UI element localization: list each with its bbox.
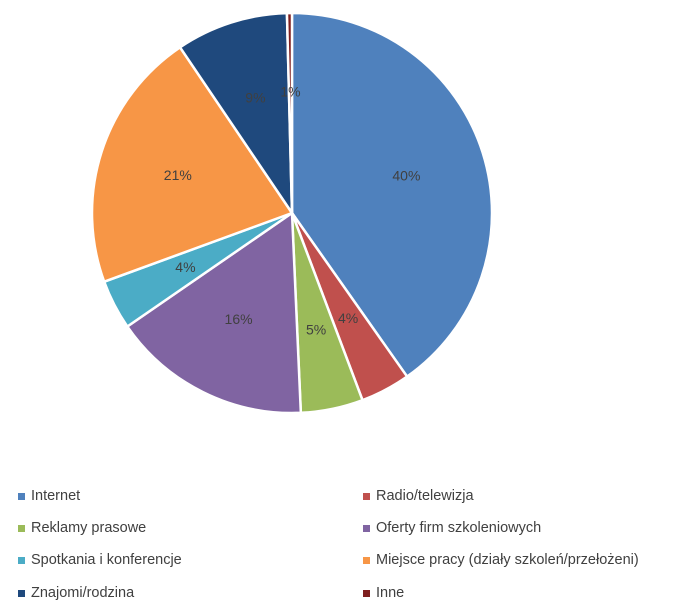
chart-legend: Internet Radio/telewizja Reklamy prasowe Of… [0, 480, 690, 606]
legend-swatch [18, 524, 25, 532]
pie-slice-oferty-firm-szkoleniowych [125, 210, 303, 415]
pie-data-labels: 40% 4% 5% 16% 4% 21% 9% 1% [164, 84, 421, 338]
legend-item-inne: Inne [363, 583, 404, 603]
legend-item-radio-telewizja: Radio/telewizja [363, 486, 474, 506]
legend-label: Inne [376, 585, 405, 601]
data-label-oferty-firm-szkoleniowych: 16% [225, 311, 253, 327]
data-label-znajomi-rodzina: 9% [245, 89, 265, 105]
pie-chart: 40% 4% 5% 16% 4% 21% 9% 1% [90, 11, 494, 415]
legend-swatch [363, 589, 370, 597]
legend-label: Reklamy prasowe [31, 520, 147, 536]
legend-swatch [18, 556, 25, 564]
legend-item-internet: Internet [18, 486, 80, 506]
legend-swatch [18, 589, 25, 597]
legend-item-spotkania-i-konferencje: Spotkania i konferencje [18, 550, 182, 570]
legend-label: Radio/telewizja [376, 488, 474, 504]
legend-swatch [18, 492, 25, 500]
legend-item-miejsce-pracy-dzialy-szkolen-przelozeni: Miejsce pracy (działy szkoleń/przełożeni… [363, 550, 639, 570]
pie-slice-inne [285, 11, 294, 214]
data-label-spotkania-i-konferencje: 4% [175, 259, 195, 275]
legend-swatch [363, 556, 370, 564]
legend-swatch [363, 524, 370, 532]
legend-label: Miejsce pracy (działy szkoleń/przełożeni… [376, 552, 639, 568]
data-label-miejsce-pracy-dzialy-szkolen-przelozeni: 21% [164, 167, 192, 183]
legend-item-znajomi-rodzina: Znajomi/rodzina [18, 583, 134, 603]
pie-slice-znajomi-rodzina [178, 11, 294, 218]
pie-slice-internet [290, 11, 494, 379]
legend-swatch [363, 492, 370, 500]
data-label-reklamy-prasowe: 5% [306, 321, 326, 337]
legend-label: Oferty firm szkoleniowych [376, 520, 542, 536]
legend-label: Spotkania i konferencje [31, 552, 182, 568]
data-label-radio-telewizja: 4% [338, 310, 358, 326]
pie-slices [90, 11, 494, 415]
legend-item-oferty-firm-szkoleniowych: Oferty firm szkoleniowych [363, 518, 541, 538]
data-label-inne: 1% [280, 84, 300, 100]
legend-label: Znajomi/rodzina [31, 585, 135, 601]
legend-item-reklamy-prasowe: Reklamy prasowe [18, 518, 146, 538]
legend-label: Internet [31, 488, 81, 504]
data-label-internet: 40% [392, 167, 420, 183]
pie-slice-miejsce-pracy-dzialy-szkolen-przelozeni [90, 45, 294, 284]
